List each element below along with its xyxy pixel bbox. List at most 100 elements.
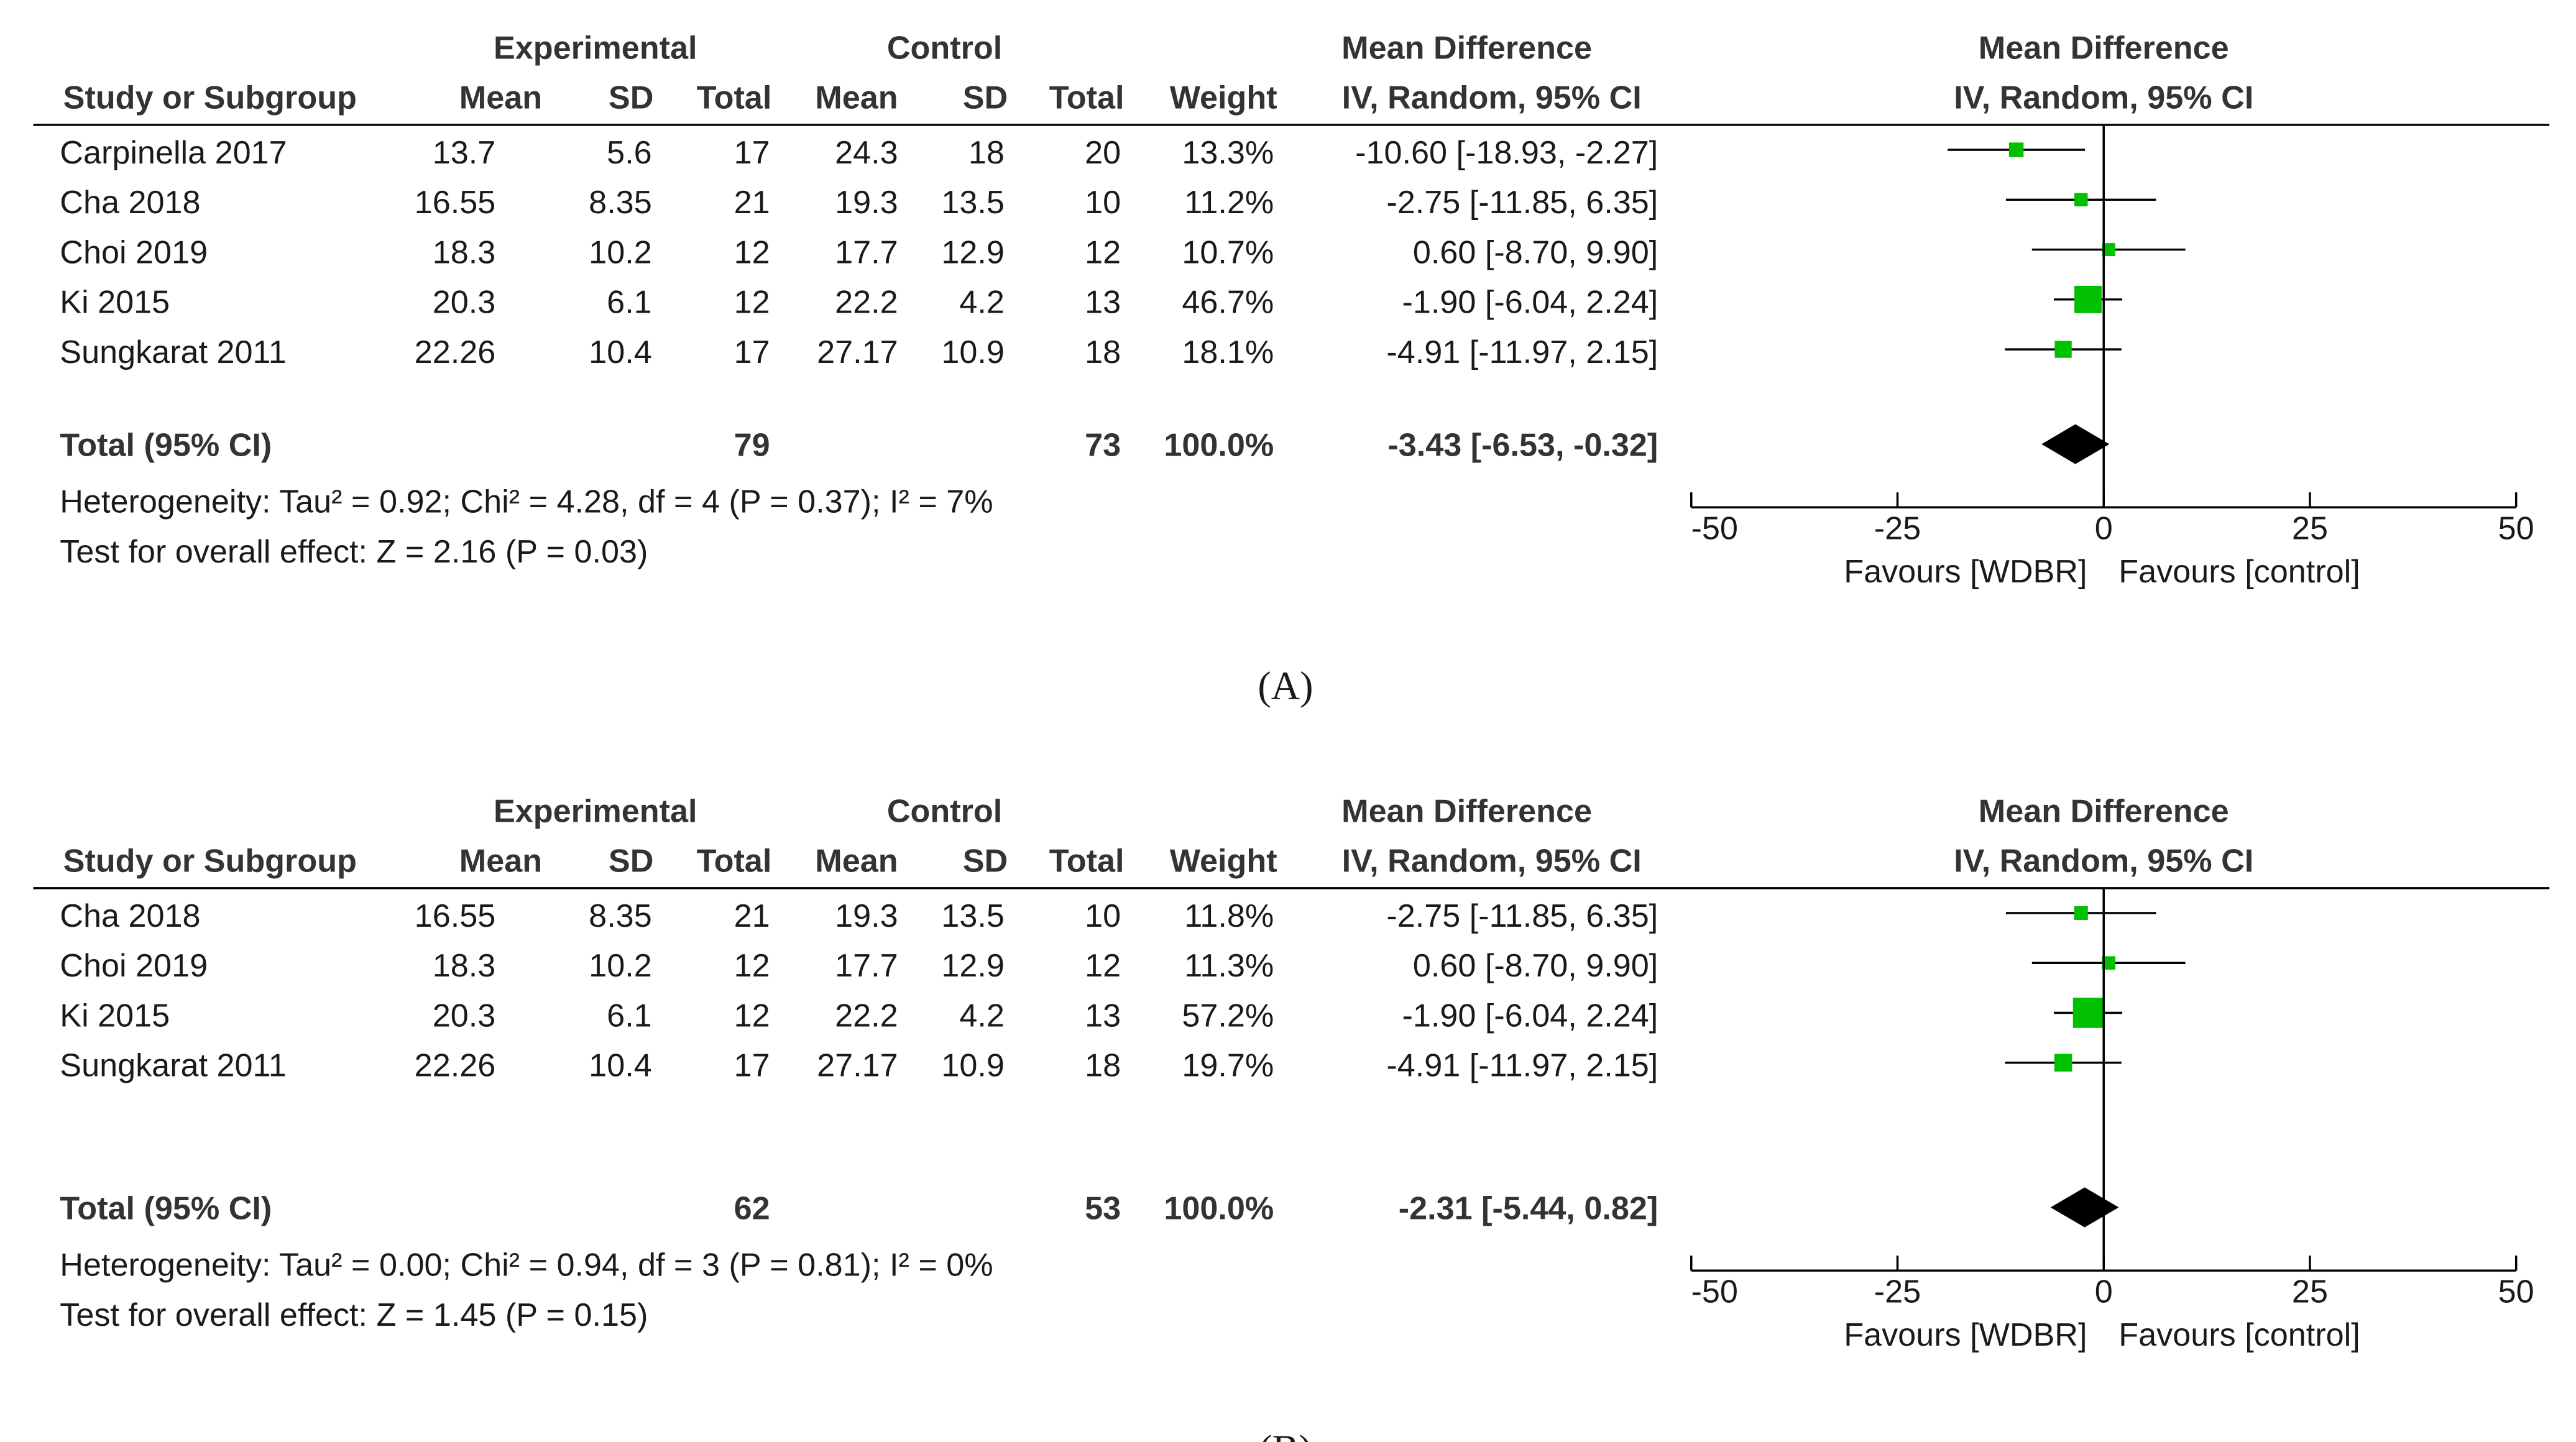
x-tick-label: 0	[2095, 1274, 2113, 1310]
weight: 13.3%	[1182, 135, 1274, 171]
table-cell: 8.35	[589, 898, 652, 934]
table-cell: 18.3	[433, 234, 496, 270]
ci-label: -1.90 [-6.04, 2.24]	[1402, 285, 1658, 321]
table-cell: 19.3	[835, 898, 898, 934]
weight: 46.7%	[1182, 285, 1274, 321]
weight: 11.3%	[1184, 948, 1274, 984]
column-header: Mean	[459, 80, 542, 116]
table-cell: 5.6	[607, 135, 652, 171]
effect-square	[2074, 906, 2088, 921]
table-cell: 13	[1085, 285, 1121, 321]
study-name: Cha 2018	[60, 898, 200, 934]
table-cell: 21	[734, 898, 770, 934]
group-header: Control	[887, 30, 1002, 66]
column-header: Mean	[815, 843, 898, 879]
column-header: Total	[697, 80, 772, 116]
column-header: SD	[609, 80, 653, 116]
total-n: 73	[1085, 428, 1121, 464]
table-cell: 18.3	[433, 948, 496, 984]
x-tick-label: 50	[2498, 1274, 2534, 1310]
weight: 18.1%	[1182, 334, 1274, 370]
table-cell: 12.9	[941, 948, 1005, 984]
ci-label: -1.90 [-6.04, 2.24]	[1402, 998, 1658, 1034]
group-header: Control	[887, 793, 1002, 829]
table-cell: 10	[1085, 898, 1121, 934]
ci-label: -10.60 [-18.93, -2.27]	[1355, 135, 1658, 171]
ci-label: -4.91 [-11.97, 2.15]	[1386, 1048, 1658, 1084]
table-cell: 16.55	[415, 185, 496, 221]
table-cell: 10.4	[589, 1048, 652, 1084]
table-cell: 10.2	[589, 948, 652, 984]
column-header: Mean	[815, 80, 898, 116]
x-tick-label: 0	[2095, 510, 2113, 546]
ci-label: 0.60 [-8.70, 9.90]	[1413, 948, 1658, 984]
table-cell: 17.7	[835, 948, 898, 984]
weight: 11.8%	[1184, 898, 1274, 934]
table-cell: 22.26	[415, 334, 496, 370]
effect-square	[2102, 243, 2115, 257]
column-header: SD	[609, 843, 653, 879]
group-header: Mean Difference	[1341, 30, 1592, 66]
total-weight: 100.0%	[1164, 1191, 1274, 1227]
table-cell: 18	[968, 135, 1005, 171]
total-ci: -3.43 [-6.53, -0.32]	[1387, 428, 1658, 464]
weight: 19.7%	[1182, 1048, 1274, 1084]
ci-label: 0.60 [-8.70, 9.90]	[1413, 234, 1658, 270]
study-name: Ki 2015	[60, 285, 170, 321]
table-cell: 24.3	[835, 135, 898, 171]
effect-square	[2008, 142, 2024, 157]
ci-label: -4.91 [-11.97, 2.15]	[1386, 334, 1658, 370]
table-cell: 22.2	[835, 285, 898, 321]
table-cell: 6.1	[607, 285, 652, 321]
table-cell: 12	[734, 234, 770, 270]
table-cell: 12	[734, 998, 770, 1034]
ci-label: -2.75 [-11.85, 6.35]	[1386, 898, 1658, 934]
total-ci: -2.31 [-5.44, 0.82]	[1399, 1191, 1658, 1227]
summary-diamond	[2050, 1187, 2119, 1228]
table-cell: 22.26	[415, 1048, 496, 1084]
table-cell: 20.3	[433, 285, 496, 321]
table-cell: 13.5	[941, 185, 1005, 221]
group-header: Mean Difference	[1341, 793, 1592, 829]
x-label: Favours [control]	[2118, 1317, 2360, 1353]
effect-square	[2072, 998, 2104, 1028]
total-name: Total (95% CI)	[60, 1191, 272, 1227]
table-cell: 21	[734, 185, 770, 221]
column-header: IV, Random, 95% CI	[1342, 80, 1642, 116]
panel-label: (B)	[1259, 1427, 1312, 1442]
table-cell: 27.17	[817, 1048, 898, 1084]
table-cell: 10.9	[941, 1048, 1005, 1084]
table-cell: 12	[1085, 948, 1121, 984]
column-header: Study or Subgroup	[63, 80, 357, 116]
x-tick-label: 50	[2498, 510, 2534, 546]
column-header: IV, Random, 95% CI	[1342, 843, 1642, 879]
panel-label: (A)	[1258, 664, 1313, 708]
effect-square	[2054, 341, 2072, 358]
study-name: Sungkarat 2011	[60, 334, 286, 370]
effect-square	[2074, 285, 2102, 313]
weight: 10.7%	[1182, 234, 1274, 270]
group-header: Experimental	[494, 30, 697, 66]
total-n: 79	[734, 428, 770, 464]
table-cell: 12.9	[941, 234, 1005, 270]
effect-square	[2102, 956, 2115, 970]
table-cell: 4.2	[959, 998, 1005, 1034]
overall-effect: Test for overall effect: Z = 1.45 (P = 0…	[60, 1297, 648, 1333]
table-cell: 12	[734, 285, 770, 321]
overall-effect: Test for overall effect: Z = 2.16 (P = 0…	[60, 534, 648, 570]
summary-diamond	[2041, 424, 2110, 464]
ci-label: -2.75 [-11.85, 6.35]	[1386, 185, 1658, 221]
column-header: SD	[963, 80, 1008, 116]
table-cell: 13	[1085, 998, 1121, 1034]
heterogeneity: Heterogeneity: Tau² = 0.00; Chi² = 0.94,…	[60, 1247, 993, 1284]
effect-square	[2074, 193, 2088, 207]
table-cell: 19.3	[835, 185, 898, 221]
study-name: Carpinella 2017	[60, 135, 287, 171]
x-label: Favours [WDBR]	[1844, 1317, 2087, 1353]
effect-square	[2054, 1054, 2072, 1072]
column-header: Mean	[459, 843, 542, 879]
group-header: Mean Difference	[1979, 793, 2229, 829]
study-name: Choi 2019	[60, 234, 208, 270]
column-header: Study or Subgroup	[63, 843, 357, 879]
